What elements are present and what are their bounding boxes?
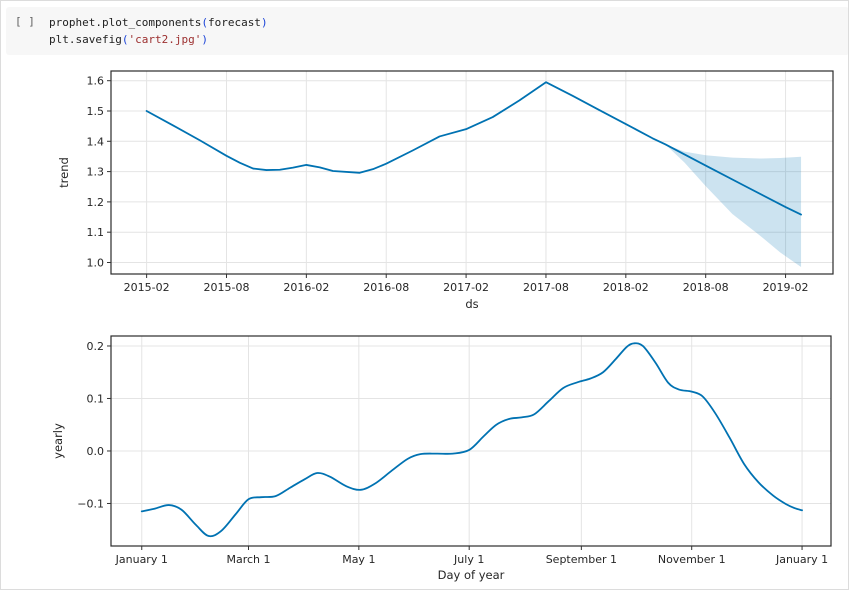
x-tick-label: March 1 [226, 553, 270, 566]
x-tick-label: 2019-02 [763, 281, 809, 294]
code-token-bracket: ) [201, 33, 208, 46]
y-tick-label: 1.6 [87, 75, 105, 88]
code-token-code: plt.savefig [49, 33, 122, 46]
x-tick-label: 2016-02 [283, 281, 329, 294]
x-axis-label: ds [465, 297, 478, 311]
x-tick-label: 2017-02 [443, 281, 489, 294]
x-tick-label: 2017-08 [523, 281, 569, 294]
x-tick-label: January 1 [775, 553, 828, 566]
y-tick-label: 1.5 [87, 105, 105, 118]
x-tick-label: 2016-08 [363, 281, 409, 294]
y-axis-label: trend [57, 157, 71, 188]
code-editor[interactable]: prophet.plot_components(forecast) plt.sav… [49, 7, 268, 48]
axes-spines [110, 335, 832, 547]
axes-spines [110, 70, 834, 275]
trend-line [145, 81, 802, 216]
x-tick-label: January 1 [115, 553, 168, 566]
x-tick-label: May 1 [342, 553, 375, 566]
y-axis-label: yearly [51, 423, 65, 459]
x-tick-label: 2018-02 [603, 281, 649, 294]
x-tick-label: September 1 [546, 553, 617, 566]
code-token-bracket: ( [121, 33, 129, 46]
code-token-string: 'cart2.jpg' [128, 33, 202, 46]
y-tick-label: −0.1 [77, 497, 104, 510]
y-tick-label: 1.0 [87, 256, 105, 269]
x-tick-label: November 1 [658, 553, 726, 566]
x-tick-label: July 1 [453, 553, 484, 566]
x-tick-label: 2015-02 [124, 281, 170, 294]
cell-execution-indicator[interactable]: [ ] [15, 15, 35, 28]
y-tick-label: 0.1 [87, 392, 105, 405]
y-tick-label: 0.0 [87, 445, 105, 458]
code-cell[interactable]: [ ] prophet.plot_components(forecast) plt… [6, 7, 848, 55]
y-tick-label: 1.1 [87, 226, 105, 239]
x-tick-label: 2018-08 [683, 281, 729, 294]
yearly-plot: January 1 March 1 May 1 July 1 September 1 No… [51, 335, 832, 582]
y-tick-label: 1.2 [87, 196, 105, 209]
y-tick-label: 0.2 [87, 340, 105, 353]
uncertainty-band [665, 144, 802, 268]
x-axis-label: Day of year [438, 568, 505, 582]
x-tick-label: 2015-08 [204, 281, 250, 294]
y-tick-label: 1.4 [87, 135, 105, 148]
code-token-code: prophet.plot_components [49, 16, 202, 29]
code-line: prophet.plot_components(forecast) [49, 14, 268, 31]
trend-plot: 2015-02 2015-08 2016-02 2016-08 2017-02 2017-… [57, 70, 834, 311]
code-token-bracket: ( [201, 16, 208, 29]
y-tick-label: 1.3 [87, 166, 105, 179]
code-token-code: forecast [207, 16, 261, 29]
yearly-line [140, 342, 803, 538]
code-token-bracket: ) [260, 16, 268, 29]
code-line: plt.savefig('cart2.jpg') [49, 31, 268, 48]
